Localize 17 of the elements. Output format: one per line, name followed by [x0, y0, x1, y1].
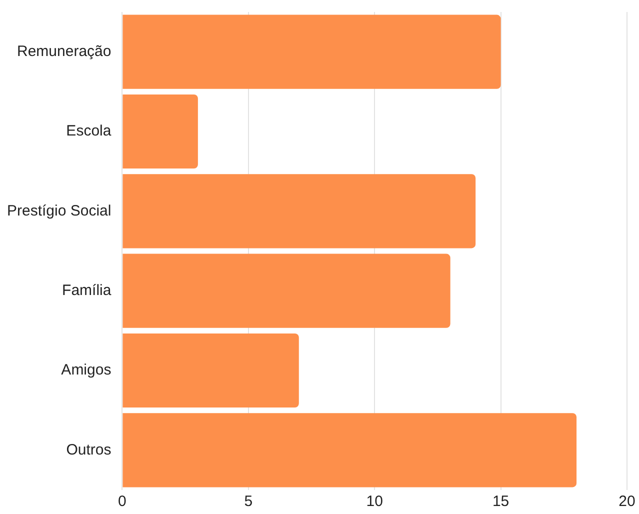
y-tick-label: Prestígio Social	[7, 202, 112, 220]
bar	[122, 333, 299, 408]
y-tick-label: Amigos	[61, 362, 112, 379]
y-tick-label: Outros	[66, 441, 112, 458]
x-tick-label: 10	[366, 493, 383, 510]
bar	[122, 413, 577, 488]
bar	[122, 14, 501, 89]
y-tick-label: Escola	[66, 122, 112, 140]
x-tick-label: 5	[244, 493, 253, 510]
bar	[122, 174, 476, 248]
x-tick-label: 20	[618, 493, 636, 510]
y-tick-label: Remuneração	[17, 42, 112, 60]
x-tick-label: 15	[492, 493, 510, 510]
bar	[122, 94, 198, 169]
y-tick-label: Família	[62, 282, 112, 299]
bar	[122, 254, 450, 328]
x-tick-label: 0	[118, 493, 126, 510]
